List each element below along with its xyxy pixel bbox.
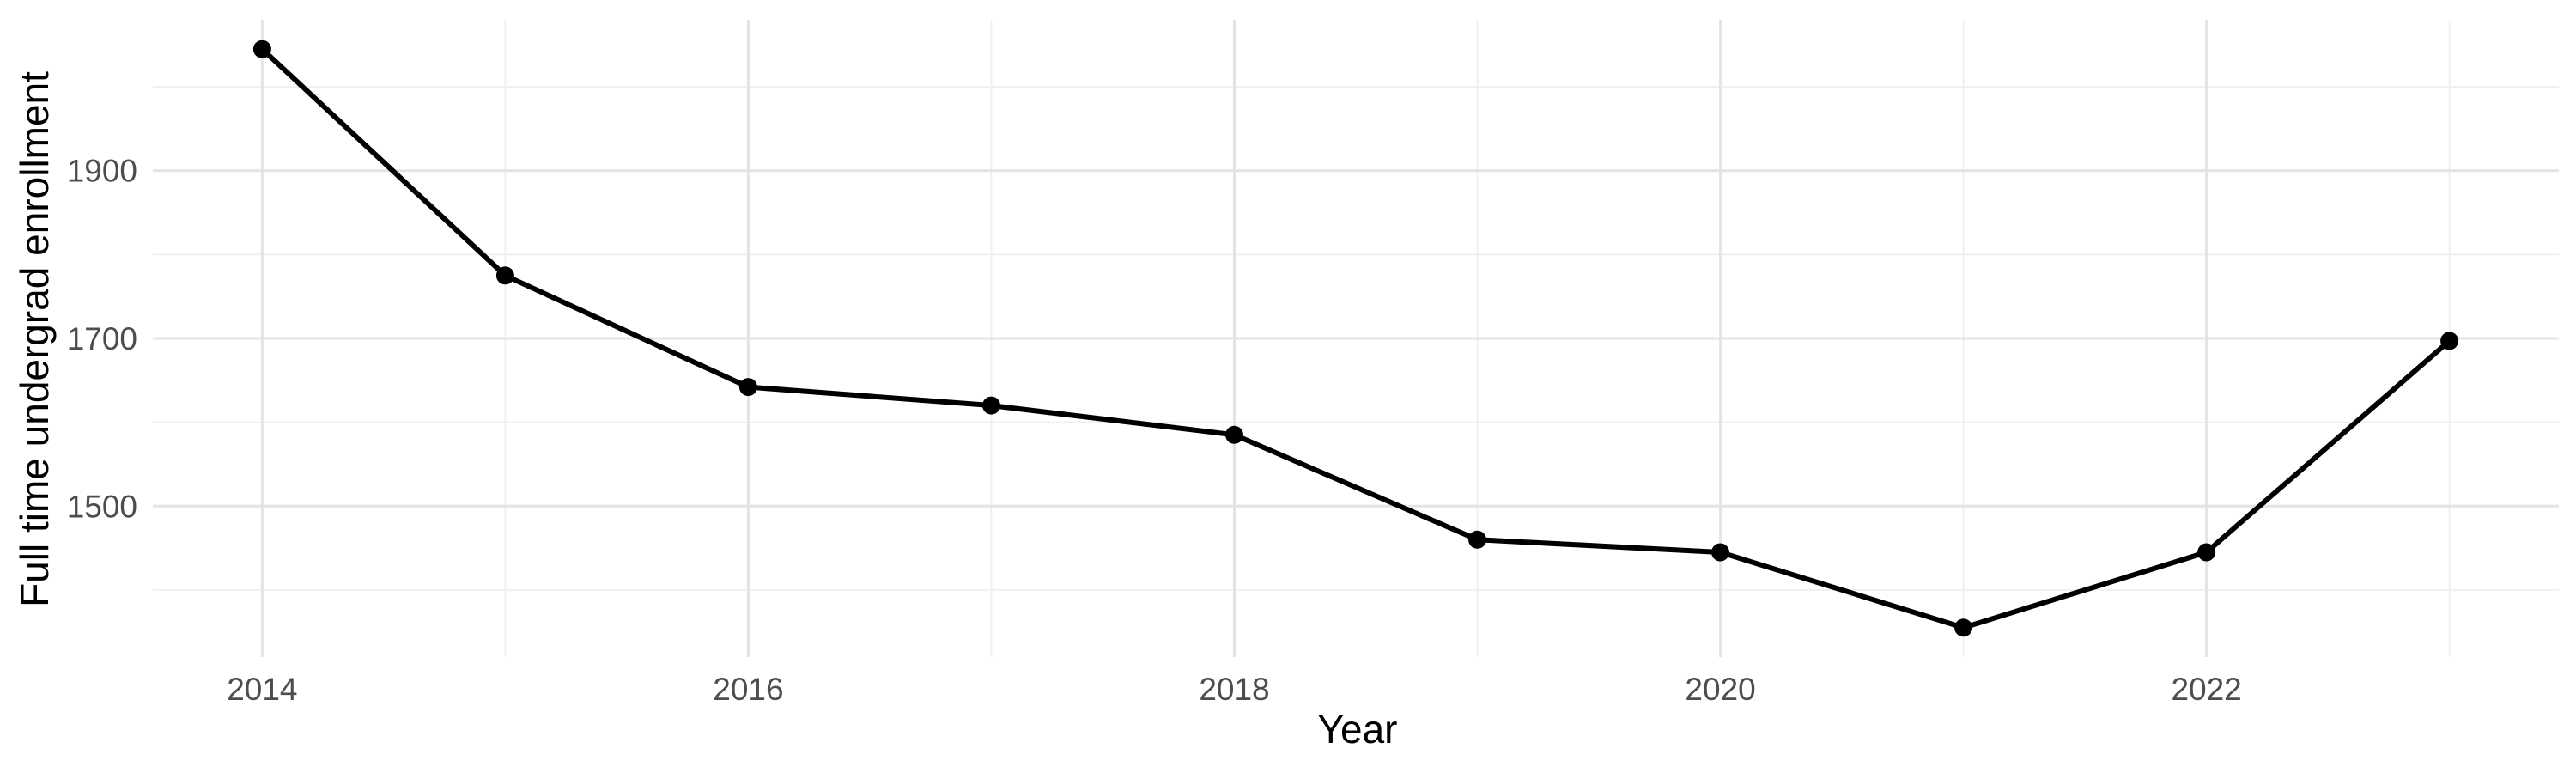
data-point xyxy=(2197,543,2216,562)
y-axis-title: Full time undergrad enrollment xyxy=(12,71,57,607)
data-point xyxy=(982,396,1000,415)
data-point xyxy=(2440,332,2459,350)
x-tick-label: 2022 xyxy=(2171,672,2241,707)
x-tick-label: 2018 xyxy=(1199,672,1269,707)
data-point xyxy=(495,266,514,285)
x-tick-label: 2020 xyxy=(1685,672,1755,707)
y-tick-label: 1700 xyxy=(67,321,137,356)
data-point xyxy=(1468,530,1486,549)
data-point xyxy=(1225,425,1243,444)
y-tick-label: 1900 xyxy=(67,154,137,189)
data-point xyxy=(1711,543,1729,562)
data-point xyxy=(738,378,757,397)
data-point xyxy=(1954,618,1973,637)
x-axis-title: Year xyxy=(1317,707,1398,752)
x-tick-label: 2014 xyxy=(227,672,297,707)
y-tick-label: 1500 xyxy=(67,489,137,524)
x-tick-label: 2016 xyxy=(713,672,783,707)
enrollment-line xyxy=(260,47,2451,630)
data-point xyxy=(252,40,271,58)
